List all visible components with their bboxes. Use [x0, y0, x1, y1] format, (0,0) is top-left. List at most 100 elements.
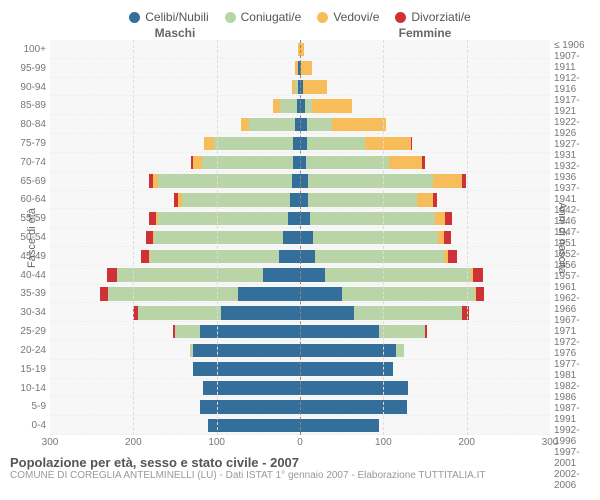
male-header: Maschi: [50, 26, 300, 40]
female-bar: [300, 325, 550, 339]
bar-seg: [433, 174, 462, 188]
female-bar: [300, 156, 550, 170]
age-tick: 90-94: [0, 78, 50, 97]
year-tick: 1957-1961: [550, 271, 600, 293]
bar-seg: [462, 174, 466, 188]
bar-seg: [204, 137, 214, 151]
female-bar: [300, 43, 550, 57]
bar-seg: [307, 137, 365, 151]
male-bar: [50, 99, 300, 113]
male-bar: [50, 306, 300, 320]
bar-seg: [300, 306, 354, 320]
age-tick: 15-19: [0, 360, 50, 379]
bar-seg: [422, 156, 425, 170]
age-tick: 95-99: [0, 59, 50, 78]
year-tick: 1982-1986: [550, 381, 600, 403]
age-tick: 75-79: [0, 134, 50, 153]
bar-seg: [365, 137, 411, 151]
bar-seg: [283, 231, 300, 245]
chart-area: Fasce di età Anni di nascita 100+95-9990…: [0, 40, 600, 435]
year-tick: 1962-1966: [550, 293, 600, 315]
female-bar: [300, 118, 550, 132]
year-tick: 1922-1926: [550, 117, 600, 139]
female-bar: [300, 287, 550, 301]
bar-seg: [193, 362, 300, 376]
x-tick: 100: [208, 437, 225, 448]
bar-seg: [445, 212, 452, 226]
male-bar: [50, 419, 300, 433]
bar-seg: [417, 193, 434, 207]
year-tick: 1967-1971: [550, 315, 600, 337]
male-bar: [50, 381, 300, 395]
bar-seg: [313, 231, 438, 245]
year-tick: 2002-2006: [550, 469, 600, 491]
year-tick: 1987-1991: [550, 403, 600, 425]
female-bar: [300, 212, 550, 226]
male-bar: [50, 344, 300, 358]
legend-label: Divorziati/e: [411, 10, 470, 24]
bar-seg: [200, 325, 300, 339]
bar-seg: [117, 268, 263, 282]
bar-seg: [476, 287, 484, 301]
bar-seg: [315, 250, 444, 264]
bar-seg: [438, 231, 445, 245]
age-tick: 0-4: [0, 416, 50, 435]
bar-seg: [292, 174, 300, 188]
male-bar: [50, 118, 300, 132]
female-bar: [300, 344, 550, 358]
bar-seg: [444, 231, 451, 245]
male-bar: [50, 80, 300, 94]
bar-seg: [433, 193, 437, 207]
bar-seg: [305, 99, 312, 113]
bar-seg: [300, 287, 342, 301]
bar-seg: [300, 193, 308, 207]
bar-seg: [149, 212, 156, 226]
legend-label: Vedovi/e: [333, 10, 379, 24]
bar-seg: [300, 325, 379, 339]
bar-seg: [202, 156, 294, 170]
year-tick: 1927-1931: [550, 139, 600, 161]
bar-seg: [290, 193, 300, 207]
x-axis: 3002001000100200300: [50, 437, 550, 449]
bar-seg: [303, 80, 326, 94]
x-tick: 300: [542, 437, 559, 448]
female-bar: [300, 419, 550, 433]
age-tick: 60-64: [0, 191, 50, 210]
bar-seg: [300, 419, 379, 433]
bar-seg: [288, 212, 301, 226]
legend-swatch: [225, 12, 236, 23]
year-tick: 1997-2001: [550, 447, 600, 469]
column-headers: Maschi Femmine: [0, 26, 600, 40]
bar-seg: [214, 137, 293, 151]
bar-seg: [379, 325, 425, 339]
bar-seg: [279, 250, 300, 264]
bar-seg: [300, 362, 393, 376]
male-bar: [50, 61, 300, 75]
bar-seg: [175, 325, 200, 339]
age-tick: 25-29: [0, 322, 50, 341]
female-bar: [300, 306, 550, 320]
male-bar: [50, 137, 300, 151]
female-bar: [300, 137, 550, 151]
age-tick: 35-39: [0, 285, 50, 304]
bar-seg: [308, 193, 416, 207]
male-bar: [50, 400, 300, 414]
y-right-title: Anni di nascita: [556, 202, 568, 274]
bar-seg: [435, 212, 445, 226]
legend-item: Vedovi/e: [317, 10, 379, 24]
bar-seg: [300, 268, 325, 282]
male-bar: [50, 325, 300, 339]
year-tick: 1932-1936: [550, 161, 600, 183]
bar-seg: [342, 287, 475, 301]
year-tick: 1912-1916: [550, 73, 600, 95]
footer: Popolazione per età, sesso e stato civil…: [0, 449, 600, 481]
bar-seg: [221, 306, 300, 320]
bar-seg: [158, 212, 287, 226]
bar-seg: [100, 287, 108, 301]
age-tick: 10-14: [0, 379, 50, 398]
legend-swatch: [317, 12, 328, 23]
plot: [50, 40, 550, 435]
x-tick: 300: [42, 437, 59, 448]
bar-seg: [389, 156, 422, 170]
bar-seg: [208, 419, 300, 433]
